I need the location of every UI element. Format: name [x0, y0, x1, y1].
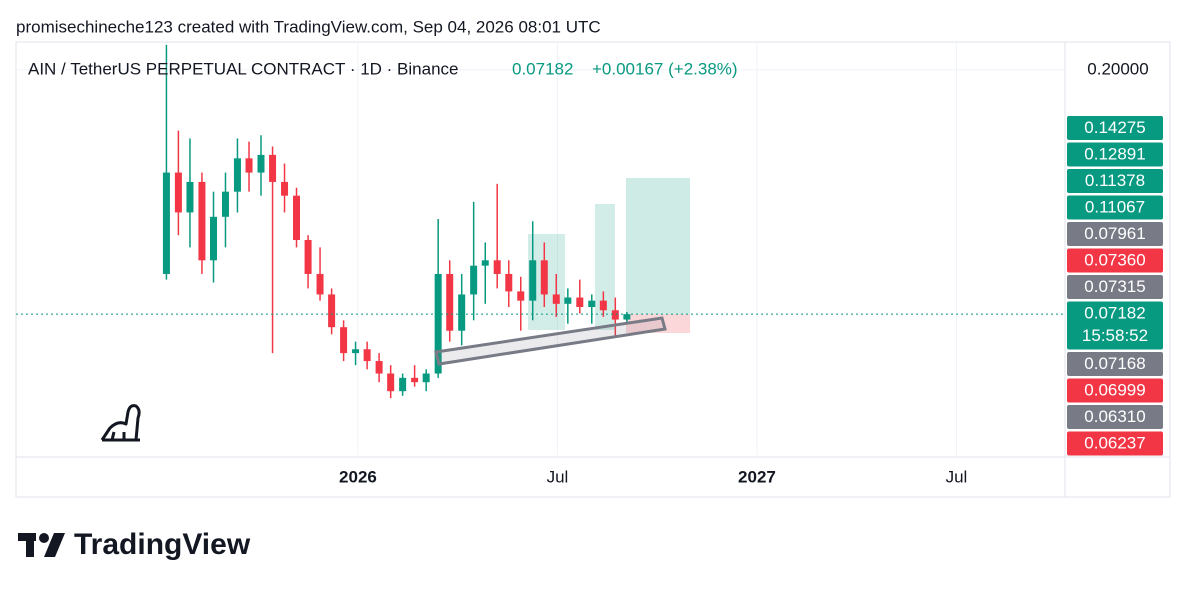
candle-body [293, 195, 301, 240]
candles [162, 44, 631, 399]
price-tag [1067, 431, 1163, 456]
candle-body [233, 158, 241, 192]
candle-body [221, 191, 229, 217]
price-tag [1067, 116, 1163, 140]
trend-channel [434, 316, 667, 366]
price-tag [1067, 301, 1163, 350]
grid: 2026 Jul 2027 Jul 0.20000 [16, 42, 1170, 497]
candle-body [505, 273, 513, 292]
candle-body [611, 310, 619, 320]
candle-body [198, 181, 206, 261]
candle-body [328, 294, 336, 328]
y-tick-label: 0.20000 [1087, 59, 1148, 78]
price-tag [1067, 195, 1163, 220]
candle-body [316, 273, 324, 295]
price-tag-label: 0.06999 [1084, 380, 1145, 399]
price-tag-label: 0.12891 [1084, 144, 1145, 163]
candle-body [162, 172, 170, 274]
attribution: promisechineche123 created with TradingV… [16, 17, 601, 36]
logo-mark [26, 533, 34, 557]
overlay: 0.14275 0.12891 0.11378 0.11067 0.07961 0.073… [16, 116, 1163, 456]
last-price: 0.07182 [512, 59, 573, 78]
price-tag-label: 0.07168 [1084, 354, 1145, 373]
candle-body [481, 260, 489, 266]
logo-mark [39, 533, 49, 543]
x-tick-label: Jul [946, 467, 968, 486]
price-tag-label: 0.07360 [1084, 250, 1145, 269]
candle-body [540, 260, 548, 295]
position-box [626, 178, 690, 314]
price-tag-label: 0.11378 [1085, 171, 1145, 190]
price-tag [1067, 352, 1163, 376]
price-tag-label: 0.06310 [1084, 407, 1145, 426]
candle-body [599, 300, 607, 311]
candle-body [375, 361, 383, 374]
x-tick-label: 2026 [339, 467, 377, 486]
price-tag [1067, 222, 1163, 246]
price-tag-label: 0.14275 [1084, 118, 1145, 137]
chart-frame [15, 41, 1171, 498]
candle-body [470, 265, 478, 295]
candle-body [552, 294, 560, 304]
candle-body [269, 154, 277, 182]
price-tag-label: 0.07315 [1084, 277, 1145, 296]
price-tag-label: 0.11067 [1085, 197, 1145, 216]
candle-body [446, 273, 454, 331]
candle-body [257, 154, 265, 173]
candle-body [186, 181, 194, 213]
logo-text: TradingView [74, 528, 251, 561]
candle-body [399, 377, 407, 392]
price-tag [1067, 248, 1163, 273]
candle-body [529, 260, 537, 301]
price-tag-countdown: 15:58:52 [1082, 326, 1148, 345]
x-tick-label: Jul [547, 467, 569, 486]
candle-body [422, 373, 430, 383]
candle-body [493, 260, 501, 274]
candle-body [623, 314, 631, 320]
price-tag [1067, 378, 1163, 403]
candle-body [245, 158, 253, 173]
candle-body [304, 239, 312, 274]
candle-body [174, 172, 182, 213]
price-tag [1067, 405, 1163, 429]
candle-body [434, 273, 442, 374]
candle-body [281, 181, 289, 196]
candle-body [588, 300, 596, 308]
position-box [595, 204, 615, 330]
candle-body [576, 297, 584, 308]
candle-body [458, 294, 466, 331]
price-tag-label: 0.07182 [1084, 303, 1145, 322]
price-tag-label: 0.07961 [1084, 224, 1145, 243]
candle-body [411, 377, 419, 383]
price-change: +0.00167 (+2.38%) [592, 59, 738, 78]
candle-body [352, 349, 360, 354]
chart-title: AIN / TetherUS PERPETUAL CONTRACT · 1D ·… [28, 59, 458, 78]
x-tick-label: 2027 [738, 467, 776, 486]
price-tag [1067, 169, 1163, 193]
price-tag [1067, 142, 1163, 167]
footer-logo: TradingView [18, 528, 251, 561]
candle-body [387, 373, 395, 392]
candle-body [517, 291, 525, 301]
candle-body [210, 216, 218, 261]
price-tag [1067, 275, 1163, 299]
logo-mark [44, 533, 65, 557]
candle-body [564, 297, 572, 304]
candle-body [363, 349, 371, 362]
stop-box [626, 314, 690, 333]
price-tag-label: 0.06237 [1084, 433, 1145, 452]
candle-body [340, 327, 348, 354]
logo-dino [100, 404, 141, 442]
